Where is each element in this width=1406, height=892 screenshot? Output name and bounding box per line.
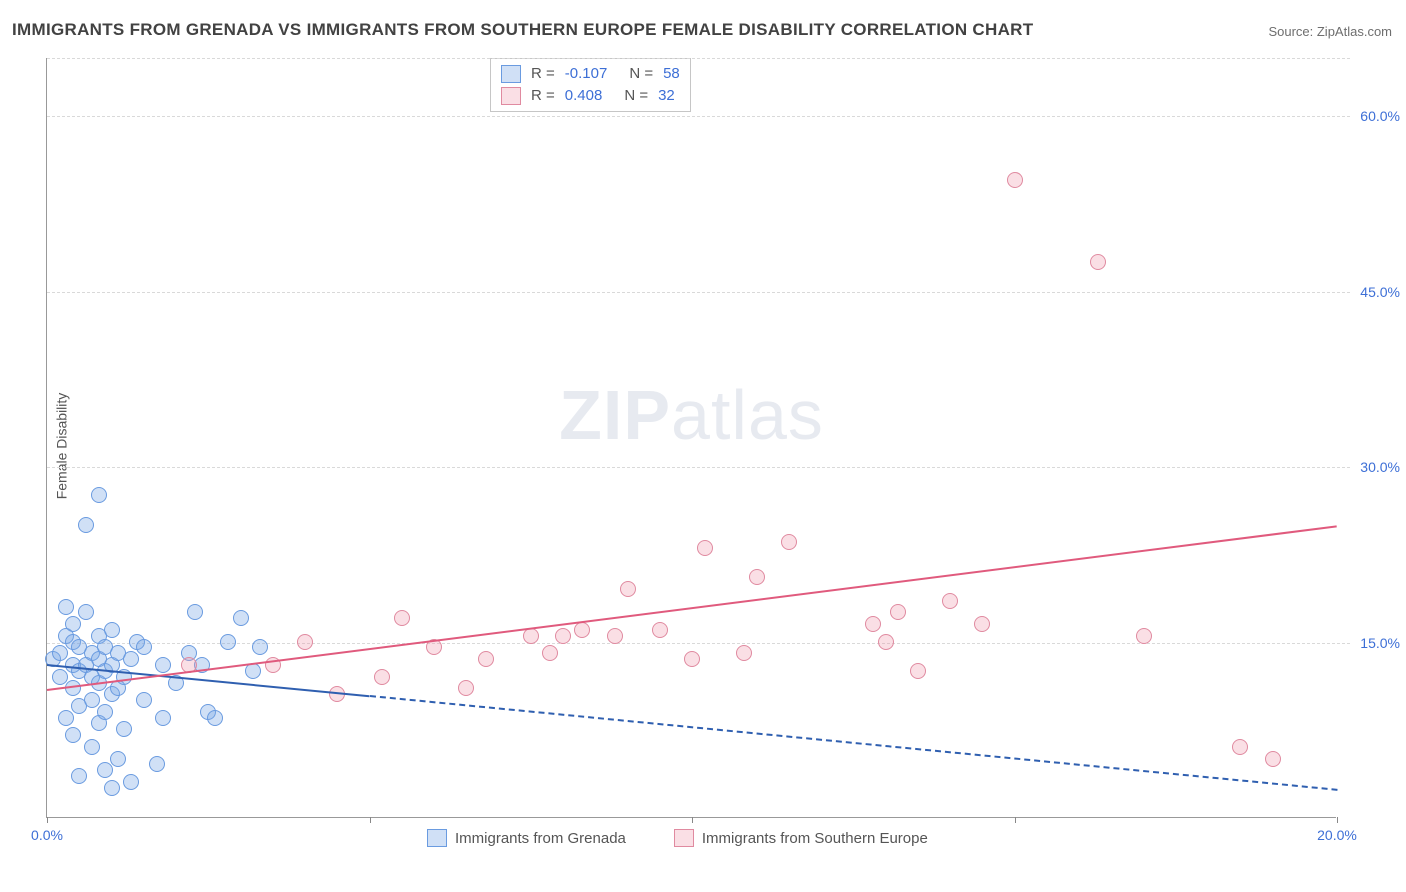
legend-row-southern-europe: R = 0.408 N = 32 [501, 85, 680, 107]
data-point [104, 780, 120, 796]
y-tick-label: 15.0% [1360, 635, 1400, 651]
data-point [910, 663, 926, 679]
r-label: R = [531, 85, 555, 107]
n-value-grenada: 58 [663, 63, 680, 85]
data-point [52, 645, 68, 661]
data-point [781, 534, 797, 550]
data-point [652, 622, 668, 638]
source-label: Source: ZipAtlas.com [1268, 24, 1392, 39]
data-point [123, 651, 139, 667]
data-point [104, 622, 120, 638]
data-point [136, 639, 152, 655]
data-point [149, 756, 165, 772]
data-point [1232, 739, 1248, 755]
data-point [252, 639, 268, 655]
data-point [97, 762, 113, 778]
y-tick-label: 45.0% [1360, 284, 1400, 300]
legend-item-grenada: Immigrants from Grenada [427, 829, 626, 847]
x-tick [1015, 817, 1016, 823]
data-point [220, 634, 236, 650]
x-tick-label: 20.0% [1317, 827, 1357, 843]
data-point [974, 616, 990, 632]
data-point [97, 704, 113, 720]
data-point [749, 569, 765, 585]
gridline [47, 58, 1350, 59]
data-point [65, 616, 81, 632]
data-point [620, 581, 636, 597]
data-point [297, 634, 313, 650]
data-point [78, 604, 94, 620]
watermark: ZIPatlas [559, 375, 824, 455]
data-point [84, 739, 100, 755]
data-point [187, 604, 203, 620]
x-tick [47, 817, 48, 823]
scatter-plot: ZIPatlas R = -0.107 N = 58 R = 0.408 N =… [46, 58, 1336, 818]
n-label: N = [629, 63, 653, 85]
x-tick [1337, 817, 1338, 823]
x-tick-label: 0.0% [31, 827, 63, 843]
r-value-grenada: -0.107 [565, 63, 608, 85]
data-point [84, 692, 100, 708]
legend-series: Immigrants from Grenada Immigrants from … [427, 829, 928, 847]
data-point [555, 628, 571, 644]
data-point [865, 616, 881, 632]
data-point [736, 645, 752, 661]
data-point [607, 628, 623, 644]
legend-item-southern-europe: Immigrants from Southern Europe [674, 829, 928, 847]
gridline [47, 292, 1350, 293]
swatch-grenada [501, 65, 521, 83]
data-point [1136, 628, 1152, 644]
data-point [1007, 172, 1023, 188]
data-point [574, 622, 590, 638]
gridline [47, 643, 1350, 644]
data-point [65, 727, 81, 743]
swatch-southern-europe [674, 829, 694, 847]
data-point [542, 645, 558, 661]
data-point [116, 721, 132, 737]
data-point [1265, 751, 1281, 767]
x-tick [692, 817, 693, 823]
data-point [155, 710, 171, 726]
n-value-southern-europe: 32 [658, 85, 675, 107]
legend-statistics: R = -0.107 N = 58 R = 0.408 N = 32 [490, 58, 691, 112]
swatch-southern-europe [501, 87, 521, 105]
n-label: N = [624, 85, 648, 107]
r-value-southern-europe: 0.408 [565, 85, 603, 107]
data-point [155, 657, 171, 673]
data-point [136, 692, 152, 708]
trend-line [369, 695, 1337, 791]
data-point [942, 593, 958, 609]
gridline [47, 467, 1350, 468]
data-point [110, 751, 126, 767]
data-point [878, 634, 894, 650]
legend-row-grenada: R = -0.107 N = 58 [501, 63, 680, 85]
data-point [458, 680, 474, 696]
data-point [890, 604, 906, 620]
gridline [47, 116, 1350, 117]
data-point [78, 517, 94, 533]
data-point [58, 599, 74, 615]
x-tick [370, 817, 371, 823]
data-point [1090, 254, 1106, 270]
y-tick-label: 30.0% [1360, 459, 1400, 475]
data-point [697, 540, 713, 556]
legend-label-grenada: Immigrants from Grenada [455, 830, 626, 847]
y-tick-label: 60.0% [1360, 108, 1400, 124]
data-point [52, 669, 68, 685]
data-point [374, 669, 390, 685]
r-label: R = [531, 63, 555, 85]
data-point [478, 651, 494, 667]
swatch-grenada [427, 829, 447, 847]
data-point [71, 768, 87, 784]
legend-label-southern-europe: Immigrants from Southern Europe [702, 830, 928, 847]
data-point [207, 710, 223, 726]
data-point [233, 610, 249, 626]
data-point [394, 610, 410, 626]
data-point [58, 710, 74, 726]
data-point [91, 487, 107, 503]
chart-title: IMMIGRANTS FROM GRENADA VS IMMIGRANTS FR… [12, 20, 1033, 40]
data-point [123, 774, 139, 790]
data-point [684, 651, 700, 667]
